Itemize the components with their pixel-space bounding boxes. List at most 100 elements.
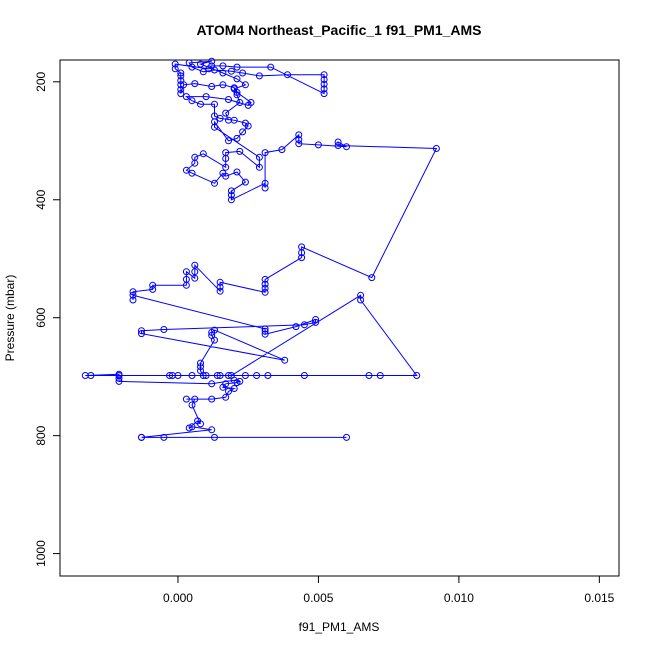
data-point [227, 372, 235, 379]
data-point [312, 316, 320, 323]
y-tick-label: 1000 [34, 540, 48, 567]
data-point [225, 387, 232, 395]
data-point [261, 280, 269, 288]
data-point [160, 433, 168, 441]
data-point [188, 169, 196, 177]
data-layer [81, 57, 440, 441]
data-point [208, 380, 216, 388]
plot-frame [59, 59, 620, 577]
data-point [300, 321, 308, 329]
data-point [233, 134, 241, 142]
data-point [264, 372, 272, 379]
data-point [267, 63, 275, 71]
data-point [216, 283, 224, 291]
data-point [239, 128, 247, 136]
y-axis-label: Pressure (mbar) [3, 275, 17, 362]
data-point [129, 291, 137, 299]
data-point [211, 179, 218, 187]
data-point [253, 372, 261, 379]
data-point [368, 274, 376, 282]
data-point [413, 372, 421, 379]
data-point [160, 326, 168, 333]
data-point [261, 325, 269, 333]
chart-title: ATOM4 Northeast_Pacific_1 f91_PM1_AMS [196, 22, 481, 38]
data-point [149, 285, 157, 293]
data-point [191, 153, 199, 161]
data-point [202, 372, 210, 379]
data-point [233, 168, 241, 176]
data-point [185, 424, 193, 432]
data-point [334, 138, 342, 146]
data-point [219, 169, 227, 177]
data-point [177, 90, 185, 98]
data-point [177, 77, 185, 85]
data-point [191, 395, 199, 403]
data-point [208, 57, 216, 65]
data-point [211, 326, 218, 334]
data-point [222, 163, 230, 171]
data-point [295, 136, 303, 144]
data-point [261, 184, 269, 192]
data-point [236, 99, 244, 106]
x-tick-label: 0.010 [444, 591, 474, 605]
data-point [312, 318, 320, 326]
data-point [239, 69, 247, 77]
data-point [343, 433, 350, 441]
data-point [230, 85, 238, 93]
data-point [225, 372, 232, 379]
data-point [320, 76, 328, 83]
data-point [197, 363, 204, 371]
series-line [85, 60, 438, 438]
data-point [208, 395, 216, 403]
data-point [236, 147, 244, 155]
data-point [295, 131, 303, 139]
data-point [177, 81, 185, 89]
y-tick-label: 600 [34, 307, 48, 327]
data-point [227, 187, 235, 195]
data-point [432, 145, 440, 152]
data-point [225, 96, 232, 103]
data-point [334, 142, 342, 149]
data-point [115, 374, 123, 382]
data-point [247, 99, 255, 106]
data-point [211, 123, 218, 131]
data-point [222, 393, 230, 401]
data-point [199, 68, 207, 76]
data-point [261, 284, 269, 292]
data-point [233, 91, 241, 99]
x-axis-label: f91_PM1_AMS [299, 620, 380, 634]
data-point [255, 72, 263, 80]
data-point [261, 288, 269, 296]
data-point [202, 93, 210, 101]
data-point [314, 141, 322, 149]
data-point [216, 287, 224, 295]
data-point [208, 83, 216, 90]
data-point [177, 72, 185, 80]
x-tick-label: 0.005 [303, 591, 333, 605]
data-point [241, 372, 249, 379]
data-point [138, 433, 145, 441]
data-point [225, 137, 232, 145]
data-point [197, 60, 204, 68]
data-point [149, 281, 157, 289]
data-point [211, 112, 218, 120]
data-point [216, 278, 224, 286]
data-point [298, 254, 306, 262]
data-point [241, 81, 249, 89]
data-point [343, 143, 350, 151]
data-point [281, 356, 289, 364]
data-point [278, 146, 286, 154]
data-point [241, 178, 249, 186]
data-point [166, 372, 174, 379]
data-point [182, 166, 190, 174]
data-point [188, 372, 196, 379]
data-point [138, 327, 145, 335]
data-point [197, 367, 204, 375]
data-point [261, 330, 269, 338]
data-point [211, 66, 218, 74]
data-point [208, 331, 216, 339]
data-point [233, 75, 241, 83]
y-tick-label: 400 [34, 189, 48, 209]
x-axis: 0.000 0.005 0.010 0.015 [163, 575, 615, 605]
data-point [216, 114, 224, 122]
